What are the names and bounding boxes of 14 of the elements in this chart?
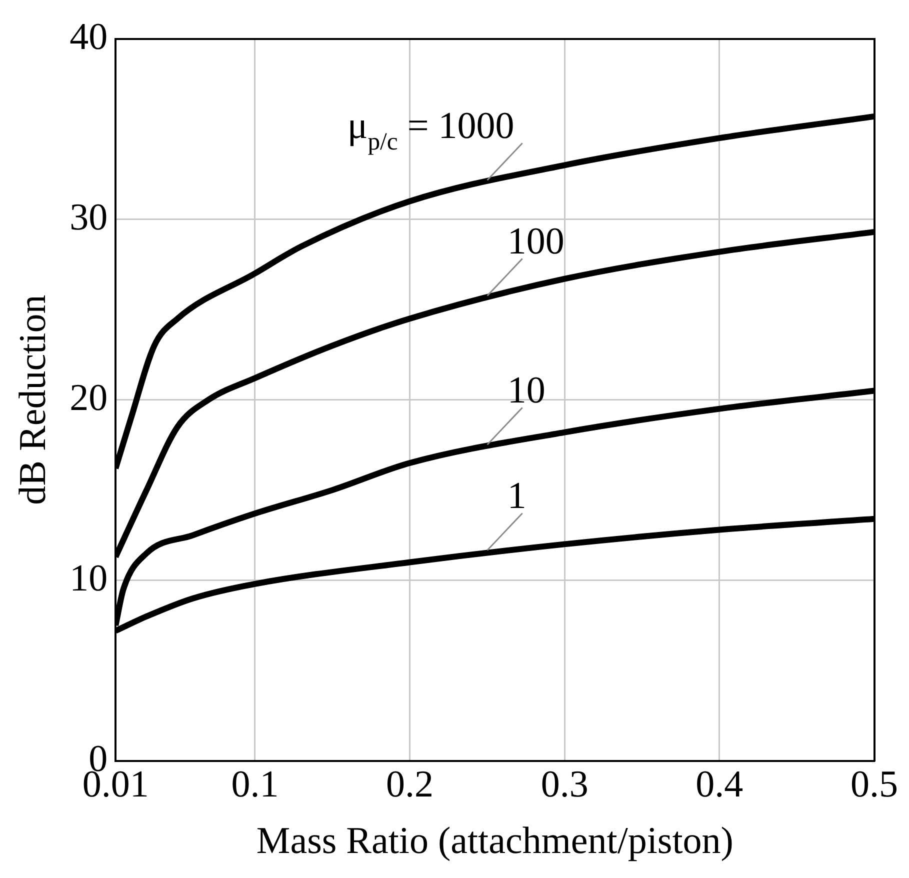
series-label: 1 [507, 475, 526, 518]
y-tick-label: 30 [70, 196, 108, 238]
x-tick-label: 0.1 [231, 764, 279, 806]
x-tick-label: 0.5 [850, 764, 898, 806]
y-tick-label: 10 [70, 557, 108, 600]
x-tick-label: 0.4 [696, 764, 744, 806]
x-tick-label: 0.3 [540, 764, 588, 806]
y-tick-label: 20 [70, 376, 108, 419]
y-axis-title: dB Reduction [12, 294, 54, 505]
y-tick-label: 40 [70, 16, 108, 58]
x-tick-label: 0.2 [386, 764, 434, 806]
series-label: 100 [507, 220, 564, 263]
series-label: 10 [507, 370, 546, 412]
x-axis-title: Mass Ratio (attachment/piston) [256, 820, 734, 862]
